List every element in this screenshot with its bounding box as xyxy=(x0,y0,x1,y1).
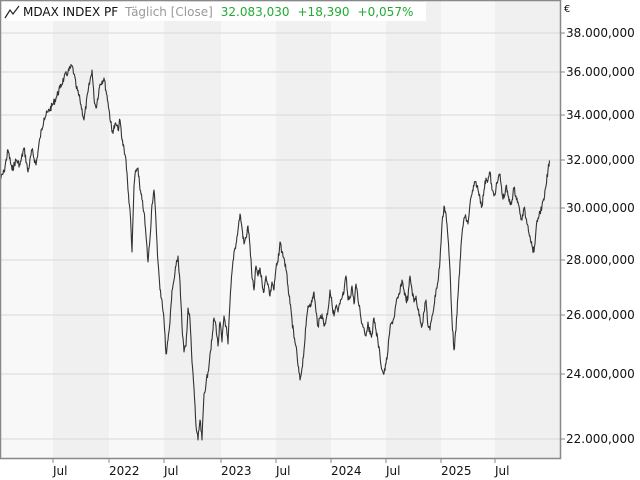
price-line xyxy=(0,63,551,441)
instrument-name: MDAX INDEX PF xyxy=(23,4,119,19)
x-tick-label: Jul xyxy=(52,464,67,478)
x-tick-label: Jul xyxy=(275,464,290,478)
y-tick-label: 26.000,000 xyxy=(566,308,635,322)
x-tick-label: 2025 xyxy=(441,464,472,478)
time-bands xyxy=(0,0,560,458)
line-chart-icon xyxy=(4,5,20,18)
time-band xyxy=(441,0,495,458)
change-abs: +18,390 xyxy=(297,4,350,19)
grid-lines xyxy=(0,32,560,440)
x-tick-label: 2022 xyxy=(109,464,140,478)
time-band xyxy=(276,0,331,458)
time-band xyxy=(109,0,164,458)
currency-label: € xyxy=(564,4,570,15)
change-pct: +0,057% xyxy=(357,4,414,19)
y-tick-label: 22.000,000 xyxy=(566,432,635,446)
y-tick-label: 30.000,000 xyxy=(566,201,635,215)
time-band xyxy=(495,0,560,458)
y-tick-label: 28.000,000 xyxy=(566,253,635,267)
x-axis: Jul 2022 Jul 2023 Jul 2024 Jul 2025 Jul xyxy=(52,458,509,478)
x-tick-label: Jul xyxy=(494,464,509,478)
time-band xyxy=(386,0,441,458)
x-tick-label: Jul xyxy=(385,464,400,478)
plot-frame xyxy=(0,0,562,460)
y-tick-label: 38.000,000 xyxy=(566,26,635,40)
time-band xyxy=(0,0,53,458)
y-tick-label: 24.000,000 xyxy=(566,367,635,381)
y-tick-label: 34.000,000 xyxy=(566,108,635,122)
x-tick-label: 2023 xyxy=(221,464,252,478)
last-price: 32.083,030 xyxy=(220,4,290,19)
chart-legend: MDAX INDEX PF Täglich [Close] 32.083,030… xyxy=(2,2,427,21)
time-band xyxy=(53,0,109,458)
x-tick-label: Jul xyxy=(163,464,178,478)
y-tick-label: 32.000,000 xyxy=(566,153,635,167)
time-band xyxy=(164,0,221,458)
frequency-label: Täglich [Close] xyxy=(125,4,213,19)
time-band xyxy=(331,0,386,458)
y-axis: 38.000,000 36.000,000 34.000,000 32.000,000… xyxy=(560,26,635,446)
x-tick-label: 2024 xyxy=(331,464,362,478)
y-tick-label: 36.000,000 xyxy=(566,65,635,79)
